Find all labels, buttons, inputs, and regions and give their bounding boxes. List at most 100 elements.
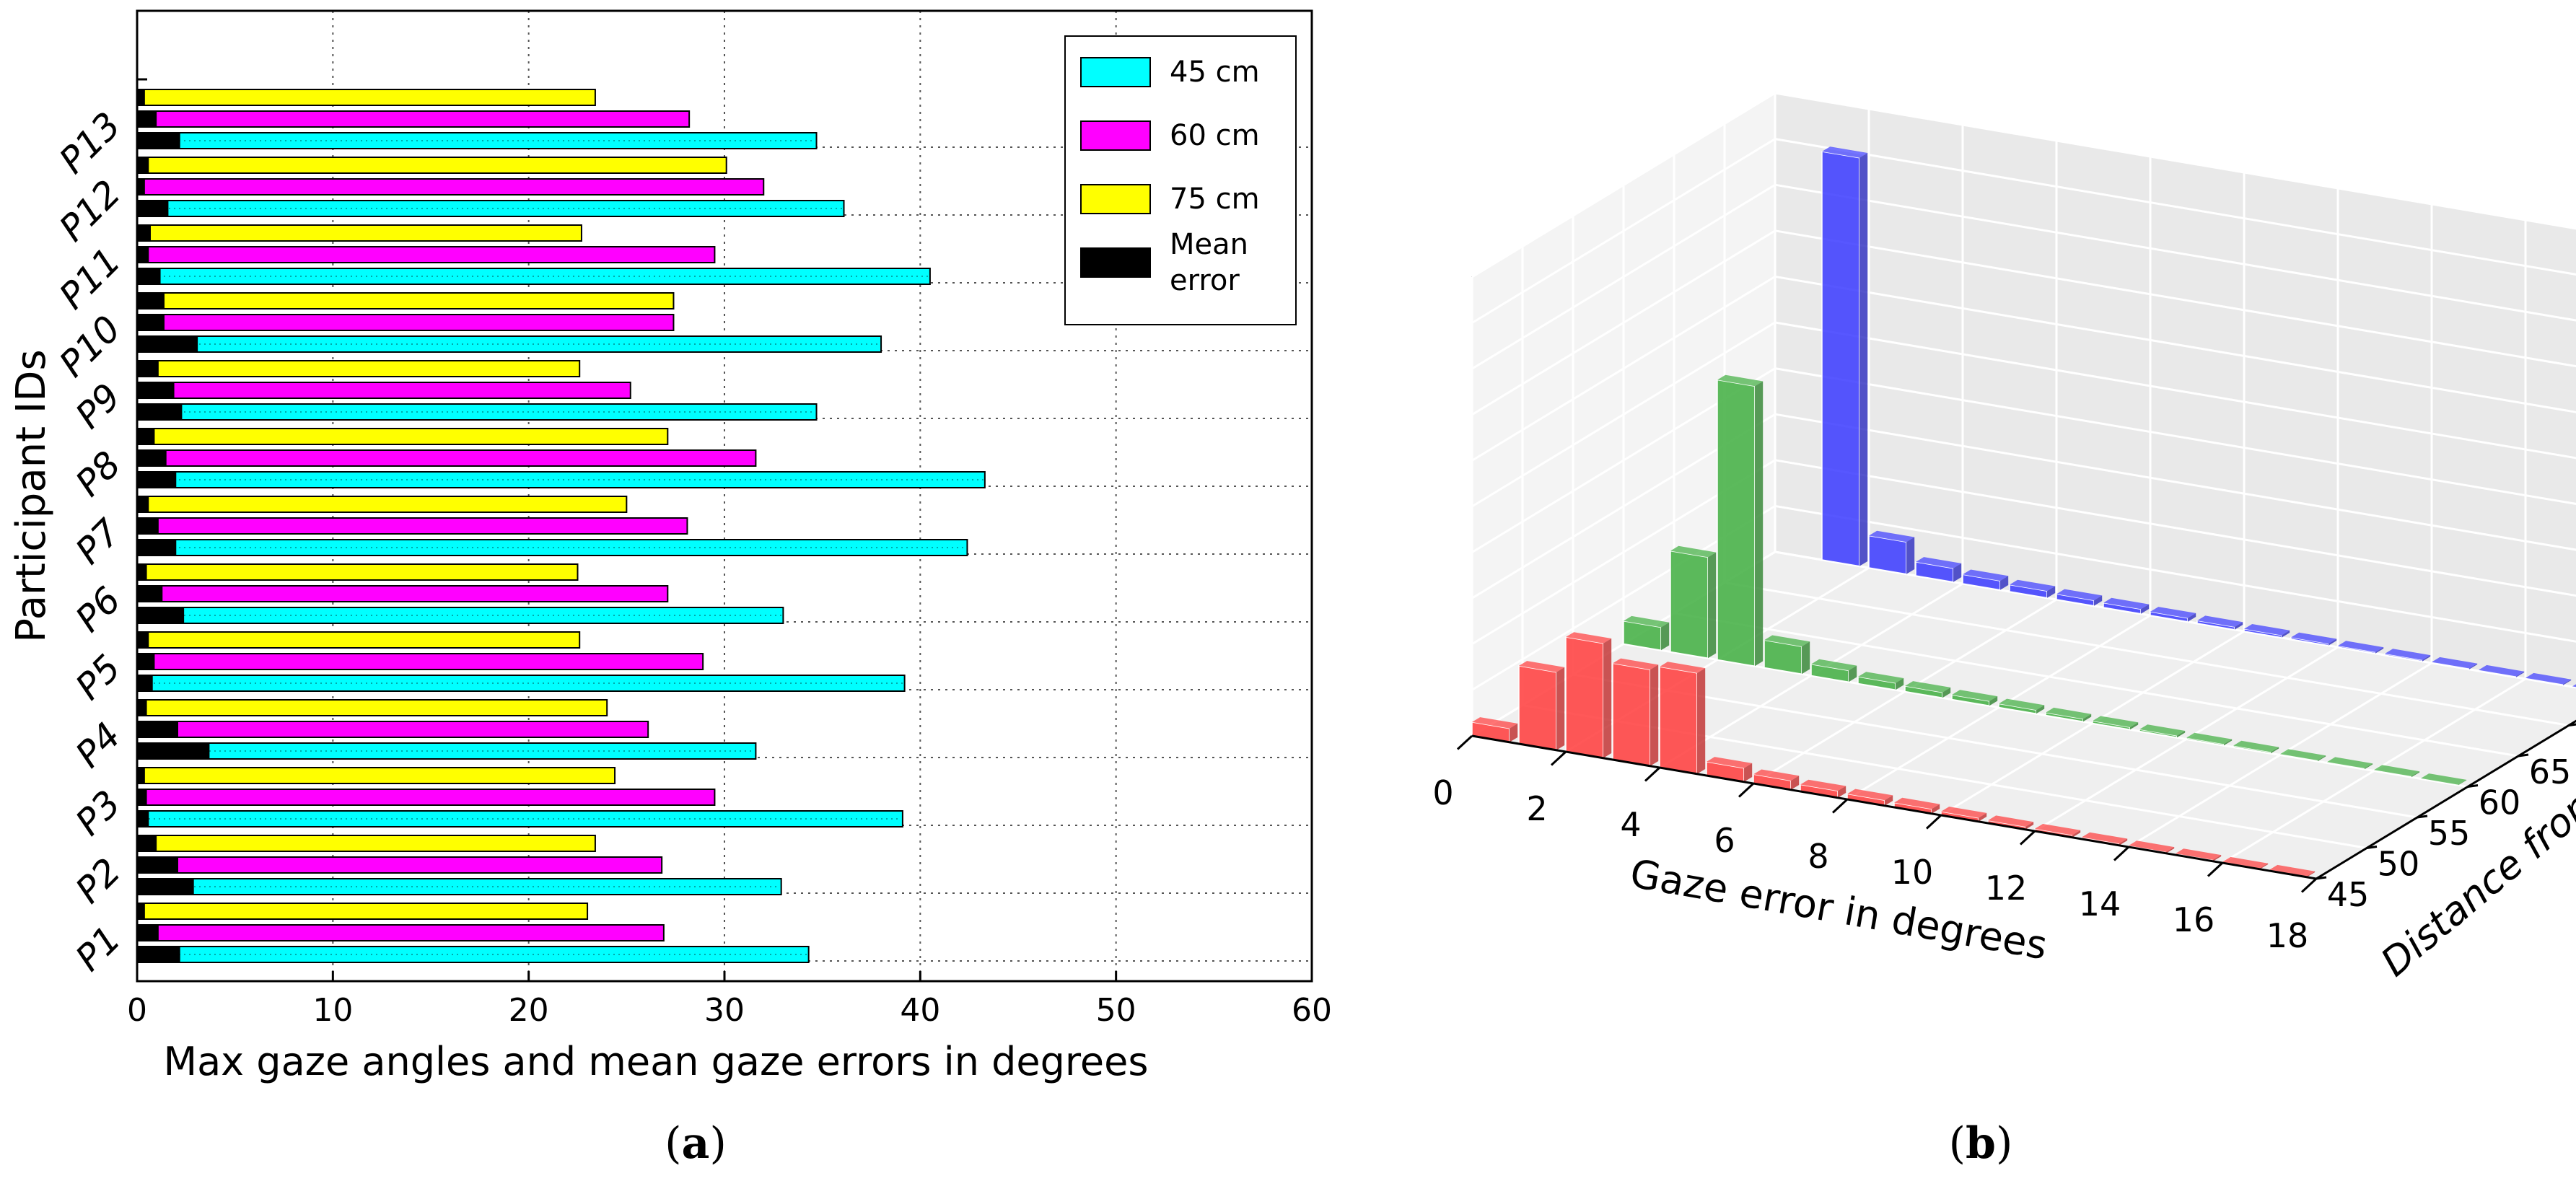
bar3d-side-75-4 [2000, 576, 2009, 590]
y-tick-b [2568, 723, 2576, 726]
mean-error-bar-P6 [137, 564, 147, 580]
bar3d-side-45-2 [1603, 638, 1612, 758]
x-tick-label-b: 12 [1985, 869, 2028, 908]
bar3d-side-75-15 [2516, 671, 2525, 677]
bar3d-side-60-3 [1802, 641, 1810, 675]
bar3d-side-60-4 [1849, 665, 1857, 682]
bar3d-top-45-0 [1472, 717, 1518, 729]
bar3d-top-60-2 [1717, 374, 1764, 387]
bar3d-side-60-14 [2318, 755, 2326, 762]
mean-error-bar-P10 [137, 315, 165, 330]
bar3d-side-75-3 [1953, 563, 1962, 582]
mean-error-bar-P11 [137, 247, 149, 263]
bar3d-side-75-8 [2188, 613, 2196, 622]
x-tick-label-b: 14 [2079, 884, 2121, 923]
x-tick-b [2300, 877, 2318, 893]
mean-error-bar-P4 [137, 743, 210, 759]
bar3d-top-75-2 [1869, 530, 1915, 543]
bar3d-top-75-4 [1963, 569, 2009, 581]
bar3d-side-60-10 [2130, 722, 2139, 730]
y-tick-b [2518, 753, 2529, 758]
bar3d-side-45-15 [2213, 855, 2222, 861]
mean-error-bar-P8 [137, 450, 167, 466]
mean-error-bar-P3 [137, 811, 149, 827]
mean-error-bar-P1 [137, 925, 159, 941]
bar3d-top-45-8 [1847, 789, 1893, 801]
gridline-b [1471, 367, 2576, 553]
bar3d-top-60-13 [2233, 740, 2279, 752]
mean-error-bar-P11 [137, 268, 161, 284]
mean-error-bar-P2 [137, 835, 157, 851]
bar3d-top-45-5 [1707, 757, 1753, 768]
mean-error-bar-P3 [137, 789, 147, 805]
legend-label-line: error [1170, 264, 1240, 297]
bar3d-side-75-7 [2141, 604, 2150, 614]
bar3d-side-45-17 [2307, 871, 2316, 877]
bar3d-side-60-17 [2458, 779, 2467, 786]
caption-b: (b) [1949, 1118, 2013, 1169]
x-tick-label-b: 4 [1620, 805, 1641, 844]
mean-error-bar-P9 [137, 382, 175, 398]
x-tick-b [1831, 798, 1849, 814]
bar3d-side-45-0 [1510, 723, 1518, 742]
y-tick-label-b: 45 [2327, 875, 2370, 914]
mean-error-bar-P1 [137, 903, 145, 919]
bar3d-top-45-1 [1519, 661, 1565, 672]
bar3d-top-60-16 [2374, 765, 2420, 776]
mean-error-bar-P5 [137, 675, 153, 691]
y-tick-label-b: 55 [2428, 814, 2471, 853]
bar3d-top-45-11 [1988, 815, 2034, 827]
x-tick-label-b: 18 [2266, 916, 2309, 955]
bar3d-side-75-13 [2422, 655, 2431, 662]
bar3d-side-60-11 [2177, 731, 2186, 738]
mean-error-bar-P11 [137, 225, 151, 241]
bar3d-top-60-12 [2186, 732, 2233, 745]
bar3d-side-75-2 [1906, 537, 1915, 574]
x-tick-b [1456, 734, 1473, 750]
y-tick-label-b: 65 [2529, 752, 2572, 791]
bar3d-top-45-17 [2269, 864, 2316, 877]
bar3d-top-60-3 [1764, 635, 1810, 647]
mean-error-bar-P7 [137, 496, 149, 512]
bar3d-top-45-13 [2082, 832, 2128, 844]
mean-error-bar-P8 [137, 472, 177, 488]
bar3d-top-60-1 [1670, 545, 1717, 558]
legend-label: Mean error [1170, 228, 1248, 297]
x-tick-label-a: 10 [312, 992, 353, 1029]
mean-error-bar-P7 [137, 518, 159, 534]
bar3d-front-75-2 [1868, 535, 1907, 575]
gridline-b [1471, 229, 2576, 416]
bar3d-top-60-10 [2093, 716, 2139, 728]
bar3d-top-45-2 [1566, 632, 1612, 644]
gridline-b [1471, 92, 2576, 278]
x-tick-label-b: 16 [2173, 900, 2215, 939]
bar3d-side-45-7 [1838, 786, 1846, 798]
bar3d-top-75-5 [2010, 579, 2056, 592]
mean-error-bar-P7 [137, 540, 177, 556]
mean-error-bar-P13 [137, 133, 180, 149]
bar3d-top-45-15 [2176, 848, 2222, 860]
bar3d-top-75-6 [2056, 589, 2103, 601]
x-tick-b [1925, 814, 1942, 830]
legend-label-line: Mean [1170, 228, 1248, 261]
bar3d-side-45-8 [1885, 795, 1893, 806]
bar3d-top-75-1 [1822, 146, 1868, 158]
bar3d-side-60-2 [1755, 381, 1764, 667]
bar3d-side-45-16 [2260, 863, 2269, 869]
bar3d-side-45-11 [2025, 822, 2034, 830]
bar3d-side-45-12 [2072, 830, 2081, 838]
mean-error-bar-P13 [137, 89, 145, 105]
y-tick-label-b: 50 [2378, 845, 2420, 884]
x-axis-title-a: Max gaze angles and mean gaze errors in … [164, 1039, 1149, 1084]
y-tick-b [2366, 846, 2378, 849]
y-tick-b [2467, 784, 2479, 788]
mean-error-bar-P5 [137, 632, 149, 648]
bar3d-top-60-5 [1858, 672, 1904, 683]
bar3d-side-45-10 [1979, 812, 1987, 822]
bar3d-side-75-9 [2235, 622, 2243, 630]
bar3d-side-60-9 [2083, 714, 2092, 722]
bar3d-side-60-5 [1896, 678, 1904, 690]
bar3d-front-45-1 [1518, 665, 1557, 751]
bar3d-top-60-17 [2421, 773, 2467, 785]
